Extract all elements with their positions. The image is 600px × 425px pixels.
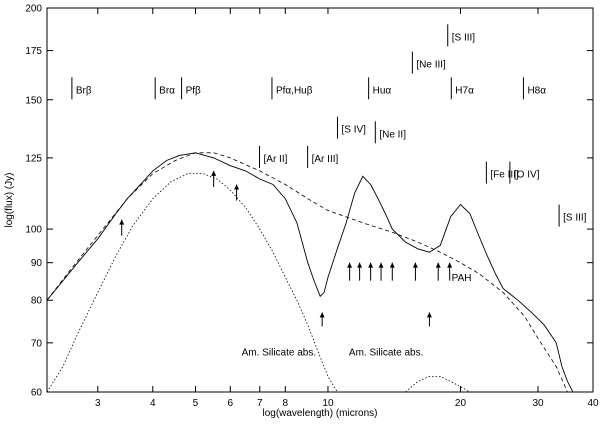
pah-arrow-head (368, 262, 374, 268)
feature-arrow-head (211, 170, 217, 176)
x-axis-title: log(wavelength) (microns) (262, 408, 377, 419)
y-tick-label: 90 (31, 258, 43, 269)
y-tick-label: 70 (31, 338, 43, 349)
plot-frame (46, 7, 594, 393)
x-tick-label: 30 (532, 398, 544, 409)
x-tick-label: 40 (587, 398, 599, 409)
line-label: Pfβ (186, 85, 201, 96)
y-axis-title: log(flux) (Jy) (4, 172, 15, 227)
feature-arrow-head (234, 184, 240, 190)
line-markers-layer: Brβ Brα Pfβ Pfα,Huβ Huα [Ne III] [S III] H7α H8α… (71, 24, 587, 227)
x-tick-label: 3 (95, 398, 101, 409)
y-tick-label: 100 (25, 225, 42, 236)
x-tick-label: 5 (193, 398, 199, 409)
pah-arrow-head (347, 262, 353, 268)
line-label: [S III] (452, 32, 476, 43)
line-label: [Ne II] (379, 129, 406, 140)
silicate-arrow-head (319, 312, 325, 318)
line-label: [Ar III] (312, 154, 339, 165)
series-layer (47, 152, 574, 392)
line-label: Pfα,Huβ (276, 85, 313, 96)
pah-arrow-head (389, 262, 395, 268)
y-tick-label: 175 (25, 46, 42, 57)
x-tick-label: 10 (322, 398, 334, 409)
line-label: [Ne III] (416, 60, 446, 71)
line-label: Brα (159, 85, 175, 96)
line-label: [Ar II] (264, 154, 288, 165)
silicate-label: Am. Silicate abs. (349, 347, 423, 358)
pah-arrow-head (447, 262, 453, 268)
series-dotted-3 (405, 376, 470, 392)
silicate-label: Am. Silicate abs. (242, 347, 316, 358)
arrows-layer: Am. Silicate abs. Am. Silicate abs. PAH (119, 170, 472, 358)
ticks-layer: 3 4 5 6 7 8 10 20 30 40 60 70 80 90 100 125 150 175 200 (25, 4, 599, 410)
y-tick-label: 150 (25, 95, 42, 106)
series-dotted-2 (47, 173, 338, 392)
x-tick-label: 8 (283, 398, 289, 409)
pah-label: PAH (452, 273, 472, 284)
line-label: [Fe III] (490, 170, 519, 181)
x-tick-label: 6 (228, 398, 234, 409)
line-label: [O IV] (514, 170, 540, 181)
y-tick-label: 200 (25, 4, 42, 15)
line-label: [S III] (563, 213, 587, 224)
pah-arrow-head (435, 262, 441, 268)
line-label: H7α (455, 85, 474, 96)
x-tick-label: 4 (150, 398, 156, 409)
silicate-arrow-head (426, 312, 432, 318)
y-tick-label: 125 (25, 153, 42, 164)
series-solid-0 (47, 152, 574, 392)
feature-arrow-head (119, 219, 125, 225)
y-tick-label: 60 (31, 388, 43, 399)
y-tick-label: 80 (31, 296, 43, 307)
line-label: Brβ (76, 85, 92, 96)
line-label: Huα (373, 85, 392, 96)
x-tick-label: 20 (455, 398, 467, 409)
pah-arrow-head (378, 262, 384, 268)
line-label: H8α (527, 85, 546, 96)
x-tick-label: 7 (257, 398, 263, 409)
pah-arrow-head (412, 262, 418, 268)
pah-arrow-head (357, 262, 363, 268)
line-label: [S IV] (341, 125, 366, 136)
